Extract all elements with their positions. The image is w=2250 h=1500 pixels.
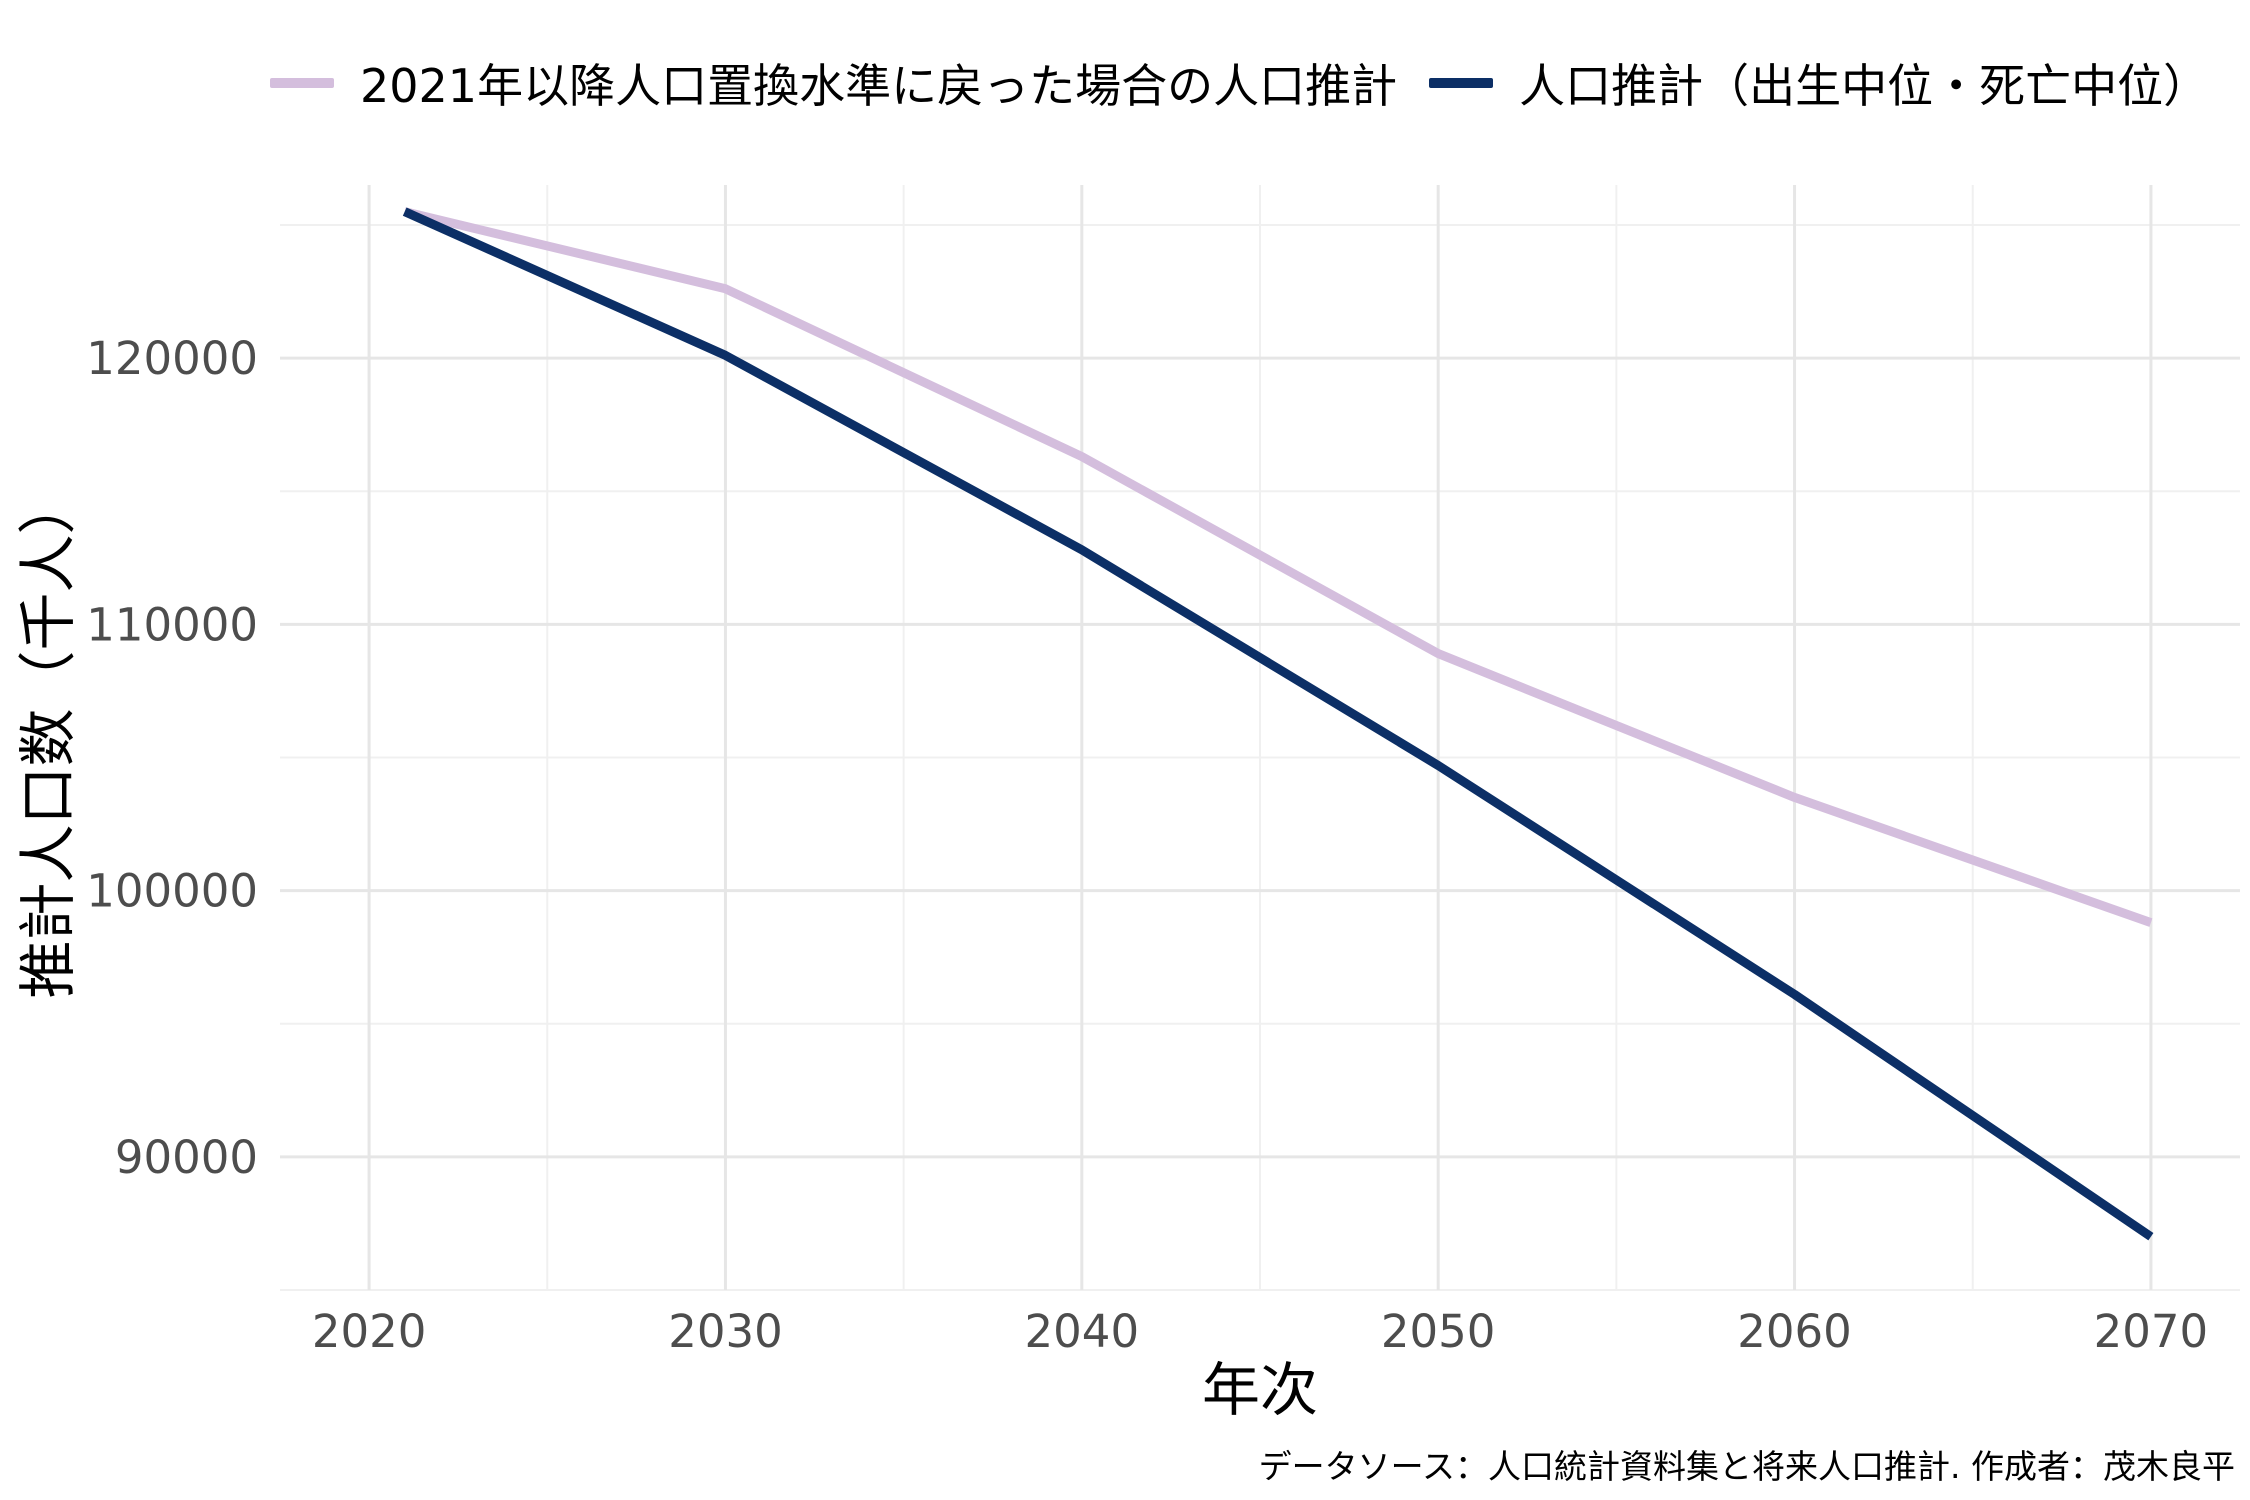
x-tick-label: 2050: [1381, 1305, 1496, 1358]
x-tick-label: 2020: [312, 1305, 427, 1358]
series-line-1: [402, 207, 2154, 1241]
legend-item-baseline: 人口推計（出生中位・死亡中位）: [1429, 50, 2209, 116]
series-lines: [402, 207, 2154, 1241]
legend-label-replacement: 2021年以降人口置換水準に戻った場合の人口推計: [360, 59, 1398, 113]
legend-label-baseline: 人口推計（出生中位・死亡中位）: [1519, 59, 2210, 113]
x-tick-label: 2060: [1737, 1305, 1852, 1358]
series-line-0: [403, 207, 2153, 927]
minor-gridlines: [280, 185, 2240, 1291]
major-gridlines: [280, 185, 2240, 1290]
y-tick-label: 90000: [115, 1131, 258, 1184]
legend-swatch-replacement: [270, 78, 334, 88]
x-tick-labels: 2020 2030 2040 2050 2060 2070: [312, 1305, 2208, 1358]
legend: 2021年以降人口置換水準に戻った場合の人口推計 人口推計（出生中位・死亡中位）: [270, 50, 2241, 116]
x-tick-label: 2040: [1025, 1305, 1140, 1358]
y-axis-title: 推計人口数（千人）: [14, 476, 82, 998]
y-tick-label: 120000: [86, 332, 258, 385]
x-tick-label: 2070: [2094, 1305, 2209, 1358]
caption: データソース：人口統計資料集と将来人口推計. 作成者：茂木良平: [1259, 1447, 2235, 1486]
legend-swatch-baseline: [1429, 78, 1494, 88]
y-tick-label: 100000: [86, 865, 258, 918]
x-tick-label: 2030: [668, 1305, 783, 1358]
y-tick-labels: 90000 100000 110000 120000: [86, 332, 258, 1184]
y-tick-label: 110000: [86, 598, 258, 651]
x-axis-title: 年次: [1202, 1356, 1318, 1424]
legend-item-replacement: 2021年以降人口置換水準に戻った場合の人口推計: [270, 50, 1397, 116]
